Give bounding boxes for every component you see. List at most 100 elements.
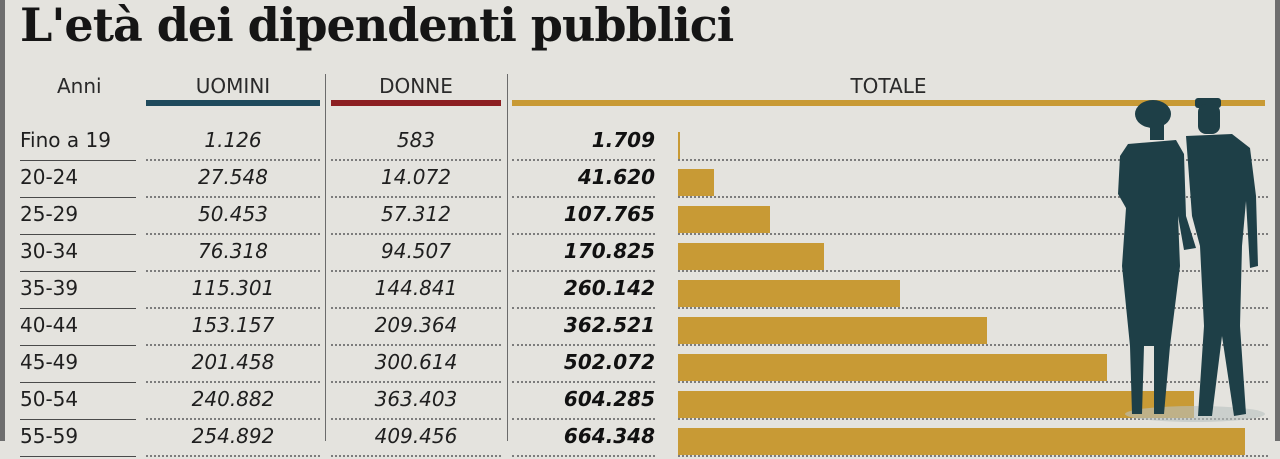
header-underline-men	[146, 100, 320, 106]
dotted-leader	[331, 196, 501, 198]
header-women: DONNE	[379, 74, 453, 98]
dotted-leader	[146, 307, 320, 309]
total-bar	[678, 354, 1107, 381]
total-bar	[678, 280, 901, 307]
age-label: 20-24	[20, 165, 79, 189]
header-underline-total	[512, 100, 1265, 106]
dotted-leader	[678, 418, 1268, 420]
women-value: 583	[396, 128, 436, 152]
men-value: 115.301	[191, 276, 275, 300]
dotted-leader	[512, 344, 655, 346]
chart-title: L'età dei dipendenti pubblici	[20, 0, 734, 52]
dotted-leader	[512, 381, 655, 383]
page-edge-left	[0, 0, 5, 441]
table-row: 45-49 201.458 300.614 502.072	[0, 348, 1280, 385]
total-value: 502.072	[563, 350, 655, 374]
total-bar	[678, 132, 680, 159]
column-divider-men	[325, 74, 326, 441]
dotted-leader	[331, 307, 501, 309]
dotted-leader	[146, 344, 320, 346]
age-label: 35-39	[20, 276, 79, 300]
men-value: 1.126	[204, 128, 262, 152]
data-table: Fino a 19 1.126 583 1.709 20-24 27.548 14.072 4…	[0, 126, 1280, 457]
women-value: 14.072	[381, 165, 451, 189]
men-value: 76.318	[198, 239, 268, 263]
women-value: 209.364	[374, 313, 458, 337]
table-row: 50-54 240.882 363.403 604.285	[0, 385, 1280, 422]
men-value: 50.453	[198, 202, 268, 226]
dotted-leader	[146, 159, 320, 161]
age-label: 55-59	[20, 424, 79, 448]
dotted-leader	[146, 418, 320, 420]
men-value: 201.458	[191, 350, 275, 374]
age-label: Fino a 19	[20, 128, 111, 152]
row-rule-age	[20, 456, 136, 457]
dotted-leader	[678, 307, 1268, 309]
men-value: 27.548	[198, 165, 268, 189]
table-row: 35-39 115.301 144.841 260.142	[0, 274, 1280, 311]
table-row: 40-44 153.157 209.364 362.521	[0, 311, 1280, 348]
dotted-leader	[331, 159, 501, 161]
dotted-leader	[678, 344, 1268, 346]
row-rule-age	[20, 271, 136, 272]
dotted-leader	[331, 270, 501, 272]
dotted-leader	[512, 159, 655, 161]
total-bar	[678, 391, 1194, 418]
total-value: 107.765	[563, 202, 655, 226]
row-rule-age	[20, 234, 136, 235]
men-value: 254.892	[191, 424, 275, 448]
header-men: UOMINI	[195, 74, 271, 98]
total-value: 604.285	[563, 387, 655, 411]
dotted-leader	[146, 455, 320, 457]
dotted-leader	[146, 196, 320, 198]
age-label: 45-49	[20, 350, 79, 374]
header-underline-women	[331, 100, 501, 106]
table-row: 25-29 50.453 57.312 107.765	[0, 200, 1280, 237]
dotted-leader	[678, 159, 1268, 161]
age-label: 40-44	[20, 313, 79, 337]
total-bar	[678, 206, 770, 233]
row-rule-age	[20, 308, 136, 309]
row-rule-age	[20, 419, 136, 420]
total-value: 664.348	[563, 424, 655, 448]
row-rule-age	[20, 345, 136, 346]
total-bar	[678, 317, 988, 344]
total-value: 362.521	[563, 313, 655, 337]
dotted-leader	[331, 344, 501, 346]
women-value: 363.403	[374, 387, 458, 411]
dotted-leader	[512, 418, 655, 420]
dotted-leader	[512, 196, 655, 198]
man-and-woman-silhouette-icon	[1118, 98, 1265, 422]
column-divider-women	[507, 74, 508, 441]
total-bar	[678, 243, 824, 270]
row-rule-age	[20, 197, 136, 198]
table-row: Fino a 19 1.126 583 1.709	[0, 126, 1280, 163]
dotted-leader	[678, 196, 1268, 198]
total-value: 260.142	[563, 276, 655, 300]
dotted-leader	[146, 270, 320, 272]
men-value: 240.882	[191, 387, 275, 411]
table-row: 30-34 76.318 94.507 170.825	[0, 237, 1280, 274]
dotted-leader	[678, 270, 1268, 272]
women-value: 300.614	[374, 350, 458, 374]
header-total: TOTALE	[850, 74, 927, 98]
total-value: 41.620	[577, 165, 655, 189]
table-row: 20-24 27.548 14.072 41.620	[0, 163, 1280, 200]
total-value: 1.709	[591, 128, 655, 152]
dotted-leader	[146, 381, 320, 383]
women-value: 94.507	[381, 239, 451, 263]
age-label: 50-54	[20, 387, 79, 411]
dotted-leader	[678, 381, 1268, 383]
women-value: 144.841	[374, 276, 458, 300]
total-value: 170.825	[563, 239, 655, 263]
men-value: 153.157	[191, 313, 275, 337]
age-label: 25-29	[20, 202, 79, 226]
dotted-leader	[512, 455, 655, 457]
dotted-leader	[678, 233, 1268, 235]
women-value: 57.312	[381, 202, 451, 226]
dotted-leader	[512, 233, 655, 235]
page-edge-right	[1275, 0, 1280, 441]
dotted-leader	[331, 455, 501, 457]
age-label: 30-34	[20, 239, 79, 263]
dotted-leader	[331, 233, 501, 235]
